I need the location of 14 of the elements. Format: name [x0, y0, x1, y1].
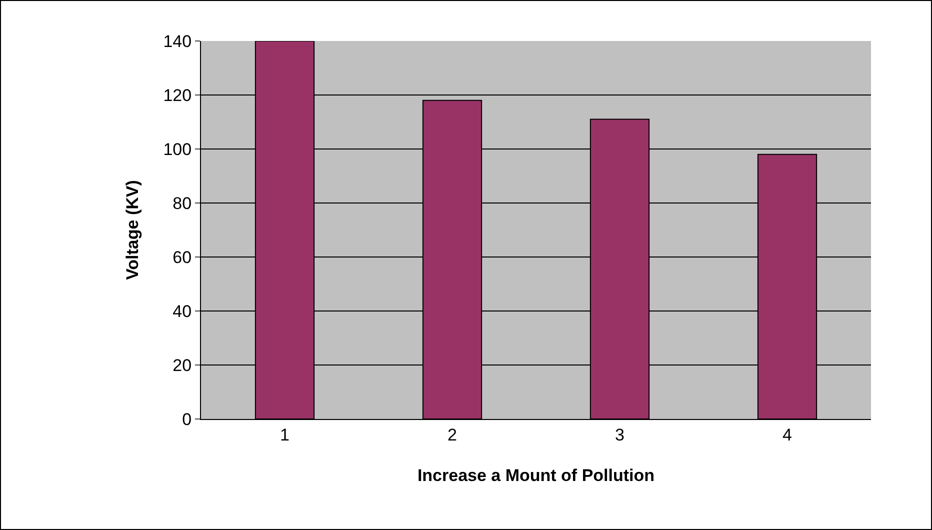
y-tick-label: 40 [172, 302, 192, 321]
y-tick-label: 60 [172, 248, 192, 267]
y-tick-label: 100 [163, 140, 192, 159]
y-axis-title: Voltage (KV) [122, 180, 142, 280]
x-axis-title: Increase a Mount of Pollution [417, 466, 655, 485]
x-tick-label: 2 [448, 425, 457, 444]
y-tick-label: 80 [172, 194, 192, 213]
y-tick-label: 120 [163, 86, 192, 105]
x-tick-label: 3 [615, 425, 624, 444]
y-tick-label: 0 [182, 410, 192, 429]
x-tick-label: 4 [782, 425, 792, 444]
y-tick-label: 140 [163, 32, 192, 51]
y-tick-label: 20 [172, 356, 192, 375]
x-tick-label: 1 [280, 425, 290, 444]
